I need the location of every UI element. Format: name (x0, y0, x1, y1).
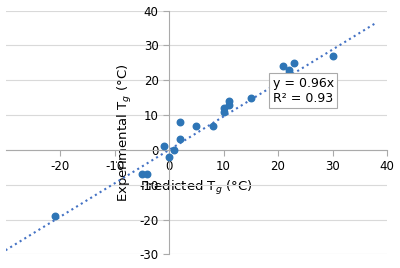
Point (226, 99, 232, 103)
X-axis label: Predicted T$_g$ (°C): Predicted T$_g$ (°C) (140, 179, 253, 197)
Point (166, 155, 172, 159)
Point (177, 120, 183, 124)
Point (51, 214, 58, 218)
Point (275, 88, 281, 93)
Point (291, 61, 298, 65)
Point (280, 64, 287, 68)
Point (302, 92, 308, 96)
Point (220, 106, 227, 110)
Point (193, 123, 200, 128)
Point (160, 144, 167, 148)
Point (177, 137, 183, 142)
Point (171, 148, 178, 152)
Y-axis label: Experimental T$_g$ (°C): Experimental T$_g$ (°C) (116, 63, 134, 202)
Point (210, 123, 216, 128)
Point (286, 68, 292, 72)
Point (220, 109, 227, 114)
Point (329, 54, 336, 58)
Point (286, 71, 292, 75)
Point (226, 102, 232, 107)
Text: y = 0.96x
R² = 0.93: y = 0.96x R² = 0.93 (272, 77, 334, 105)
Point (144, 172, 150, 176)
Point (248, 95, 254, 100)
Point (138, 172, 145, 176)
